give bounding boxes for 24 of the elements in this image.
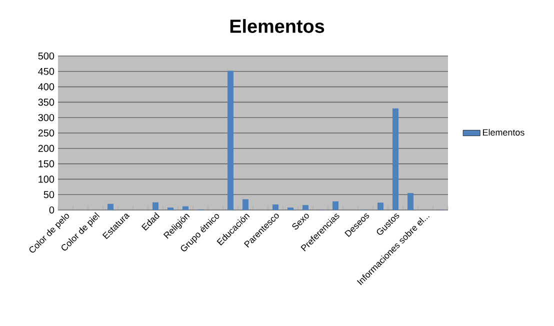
bar — [332, 201, 338, 210]
bar — [272, 204, 278, 210]
bar — [228, 70, 234, 210]
y-tick-label: 350 — [38, 98, 54, 106]
bar — [242, 199, 248, 210]
y-tick-label: 250 — [38, 129, 54, 137]
bar — [302, 205, 308, 210]
y-tick-label: 450 — [38, 68, 54, 75]
y-tick-label: 150 — [38, 160, 54, 168]
bar — [408, 193, 414, 210]
bar — [152, 202, 158, 210]
y-tick-label: 200 — [38, 144, 54, 152]
y-tick-label: 300 — [38, 114, 54, 122]
y-tick-label: 400 — [38, 83, 54, 90]
bar — [378, 202, 384, 210]
y-tick-label: 50 — [44, 191, 54, 198]
legend-label: Elementos — [483, 129, 524, 136]
y-tick-label: 0 — [49, 206, 54, 214]
chart-title: Elementos — [230, 19, 324, 33]
y-tick-label: 100 — [38, 176, 54, 183]
bar — [182, 206, 188, 210]
y-tick-label: 500 — [38, 52, 54, 60]
bar — [108, 204, 114, 210]
bar — [392, 108, 399, 210]
